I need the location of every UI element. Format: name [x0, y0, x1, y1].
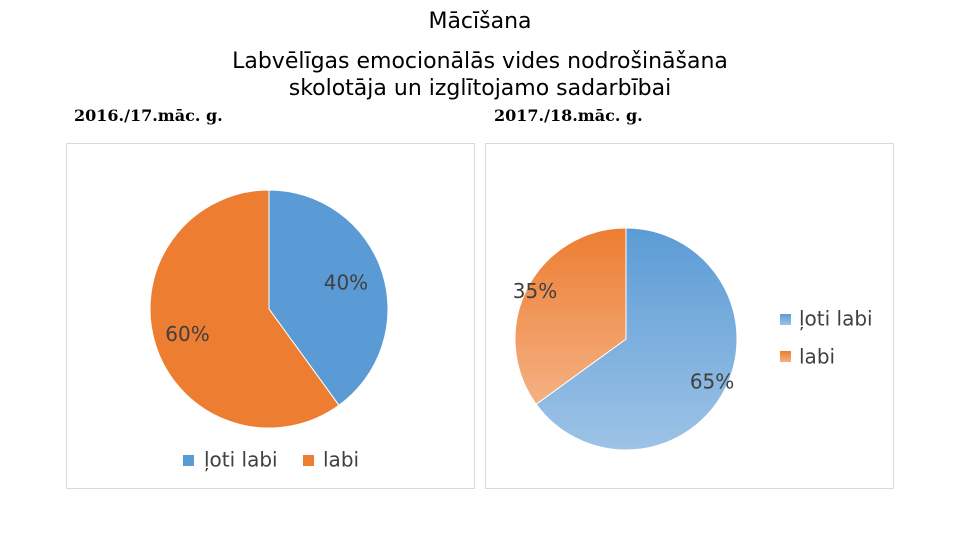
chart2-legend-swatch-0 — [780, 314, 791, 325]
chart1-legend-label-1: labi — [323, 448, 359, 472]
chart2-title: 2017./18.māc. g. — [494, 106, 643, 125]
chart1-slice-0 — [268, 189, 389, 406]
chart2-label-0: 65% — [690, 369, 734, 393]
chart2-legend-bg — [766, 296, 888, 378]
chart1-legend-bg — [170, 441, 372, 477]
chart1-label-0: 40% — [324, 270, 368, 294]
chart2-legend-label-0: ļoti labi — [799, 307, 873, 331]
page-title: Mācīšana — [428, 9, 532, 34]
page-subtitle: Labvēlīgas emocionālās vides nodrošināša… — [232, 49, 728, 101]
chart1-title: 2016./17.māc. g. — [74, 106, 223, 125]
chart2-label-1: 35% — [513, 279, 557, 303]
chart2-legend-label-1: labi — [799, 345, 835, 369]
chart1-legend-swatch-1 — [303, 455, 314, 466]
chart1-label-1: 60% — [165, 322, 209, 346]
chart2-slice-1 — [514, 227, 627, 405]
chart1-legend-label-0: ļoti labi — [204, 448, 278, 472]
chart1-slice-1 — [149, 189, 340, 429]
chart2-slice-0 — [535, 227, 738, 451]
chart1-legend-swatch-0 — [183, 455, 194, 466]
chart2-legend-swatch-1 — [780, 351, 791, 362]
